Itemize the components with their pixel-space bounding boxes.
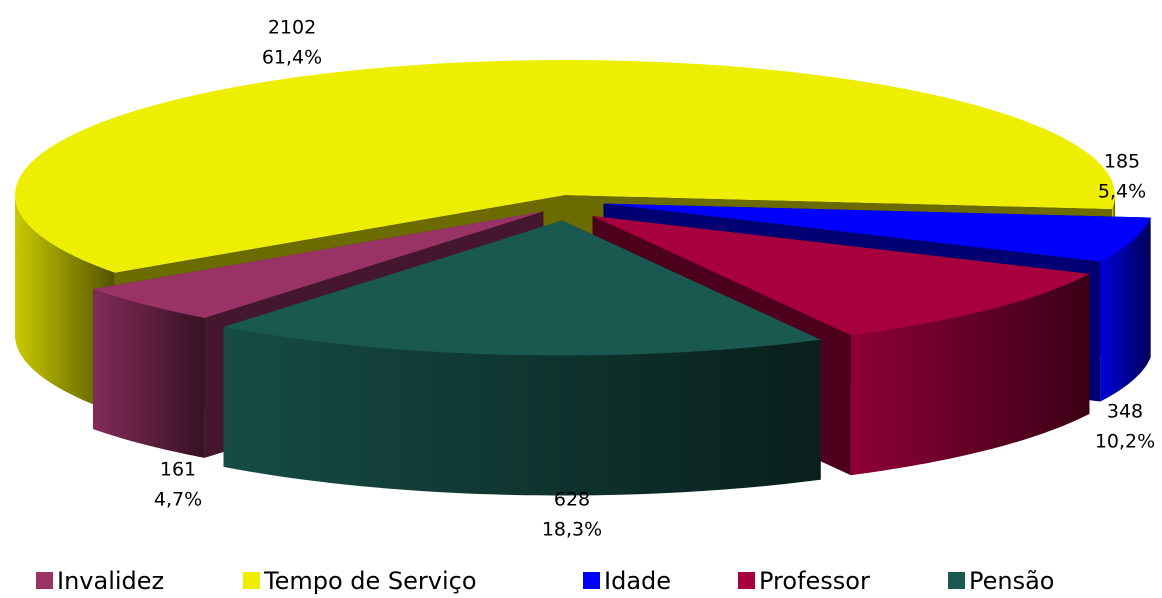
slice-top: [603, 203, 1151, 262]
slice-rim: [1100, 217, 1151, 402]
value-label: 628: [554, 489, 590, 511]
value-label: 185: [1104, 151, 1140, 173]
percent-label: 61,4%: [262, 47, 322, 69]
legend-label: Invalidez: [57, 567, 164, 595]
value-label: 161: [160, 459, 196, 481]
legend-swatch: [36, 572, 53, 589]
slice-top: [15, 60, 1115, 273]
percent-label: 18,3%: [542, 519, 602, 541]
slice-top: [93, 211, 544, 318]
legend-swatch: [243, 572, 260, 589]
legend-swatch: [948, 572, 965, 589]
percent-label: 10,2%: [1095, 431, 1155, 453]
slice-rim: [93, 289, 205, 458]
slice-rim: [223, 326, 821, 496]
percent-label: 5,4%: [1098, 181, 1146, 203]
slice-top: [223, 220, 821, 356]
slice-rim: [850, 273, 1090, 476]
value-label: 348: [1107, 401, 1143, 423]
legend-label: Idade: [604, 567, 671, 595]
legend-swatch: [583, 572, 600, 589]
legend-label: Tempo de Serviço: [263, 567, 477, 595]
slice-top: [592, 216, 1090, 336]
legend-swatch: [738, 572, 755, 589]
slice-rim: [15, 195, 115, 413]
legend-label: Professor: [759, 567, 870, 595]
percent-label: 4,7%: [154, 489, 202, 511]
pie-slice: [223, 220, 821, 496]
value-label: 2102: [268, 17, 316, 39]
legend-label: Pensão: [969, 567, 1055, 595]
